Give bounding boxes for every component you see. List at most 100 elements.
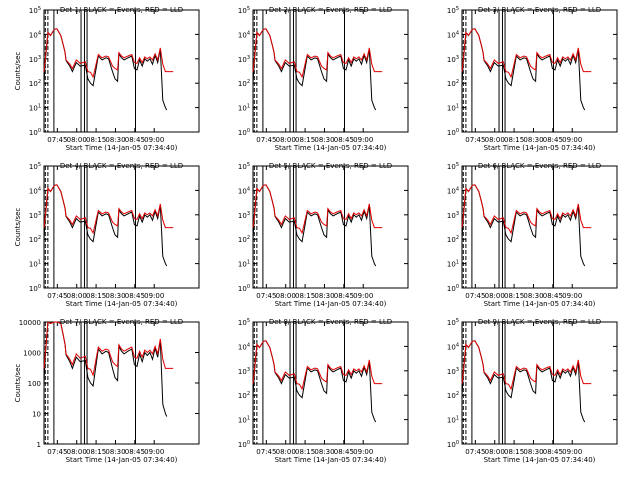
- y-tick-label: 103: [447, 211, 459, 220]
- x-tick-label: 08:15: [504, 448, 524, 456]
- x-tick-label: 07:45: [47, 448, 67, 456]
- x-tick-label: 09:00: [144, 448, 164, 456]
- y-tick-label: 102: [447, 235, 459, 244]
- x-tick-label: 08:30: [523, 292, 543, 300]
- y-tick-label: 103: [29, 55, 41, 64]
- panel-det-4: 100 101 102 103 104 105 07:45 08:00 08:15 08:30 08…: [14, 162, 200, 308]
- x-tick-label: 09:00: [353, 448, 373, 456]
- y-tick-label: 103: [238, 211, 250, 220]
- lld-series-line: [461, 184, 592, 235]
- lld-series-line: [252, 340, 383, 391]
- y-tick-label: 100: [238, 440, 250, 449]
- y-tick-label: 101: [447, 260, 459, 269]
- y-axis-label: Counts/sec: [14, 52, 22, 91]
- x-tick-label: 07:45: [256, 136, 276, 144]
- x-tick-label: 07:45: [465, 292, 485, 300]
- lld-series-line: [461, 28, 592, 79]
- x-tick-label: 08:15: [86, 136, 106, 144]
- y-tick-label: 105: [447, 318, 459, 327]
- x-tick-label: 07:45: [465, 136, 485, 144]
- plot-frame: [252, 9, 409, 133]
- panel-title: Det 6/ BLACK = Events, RED = LLD: [478, 162, 601, 170]
- y-tick-label: 104: [29, 30, 41, 39]
- panel-det-7: 1 10 100 1000 10000 07:45 08:00 08:15 08:30 08:45…: [14, 318, 200, 464]
- x-tick-label: 08:00: [276, 448, 296, 456]
- x-axis-label: Start Time (14-Jan-05 07:34:40): [66, 144, 178, 152]
- x-axis-label: Start Time (14-Jan-05 07:34:40): [66, 456, 178, 464]
- x-tick-label: 08:00: [485, 448, 505, 456]
- panel-title: Det 7/ BLACK = Events, RED = LLD: [60, 318, 183, 326]
- y-tick-label: 102: [29, 235, 41, 244]
- x-tick-label: 08:00: [67, 292, 87, 300]
- x-tick-label: 08:45: [543, 292, 563, 300]
- panel-det-2: 100 101 102 103 104 105 07:45 08:00 08:15 08:30 08…: [238, 6, 409, 152]
- y-tick-label: 100: [29, 128, 41, 137]
- y-tick-label: 100: [447, 440, 459, 449]
- y-tick-label: 102: [238, 235, 250, 244]
- panel-title: Det 4/ BLACK = Events, RED = LLD: [60, 162, 183, 170]
- x-tick-label: 09:00: [144, 136, 164, 144]
- y-tick-label: 103: [447, 55, 459, 64]
- y-tick-label: 102: [447, 391, 459, 400]
- x-tick-label: 08:00: [67, 136, 87, 144]
- x-tick-label: 09:00: [353, 136, 373, 144]
- x-tick-label: 08:30: [523, 448, 543, 456]
- y-tick-label: 101: [238, 104, 250, 113]
- plot-frame: [252, 321, 409, 445]
- plot-frame: [461, 165, 618, 289]
- x-tick-label: 09:00: [562, 448, 582, 456]
- plot-frame: [43, 165, 200, 289]
- x-axis-label: Start Time (14-Jan-05 07:34:40): [275, 456, 387, 464]
- y-tick-label: 104: [29, 186, 41, 195]
- y-tick-label: 102: [238, 79, 250, 88]
- x-tick-label: 08:15: [86, 448, 106, 456]
- panel-det-5: 100 101 102 103 104 105 07:45 08:00 08:15 08:30 08…: [238, 162, 409, 308]
- x-tick-label: 08:45: [334, 448, 354, 456]
- x-tick-label: 09:00: [562, 136, 582, 144]
- lld-series-line: [252, 28, 383, 79]
- x-axis-label: Start Time (14-Jan-05 07:34:40): [484, 144, 596, 152]
- x-axis-label: Start Time (14-Jan-05 07:34:40): [275, 144, 387, 152]
- y-tick-label: 105: [447, 162, 459, 171]
- y-tick-label: 100: [238, 128, 250, 137]
- x-tick-label: 08:30: [314, 448, 334, 456]
- x-tick-label: 07:45: [47, 136, 67, 144]
- x-tick-label: 08:15: [295, 292, 315, 300]
- x-tick-label: 08:15: [86, 292, 106, 300]
- lld-series-line: [461, 340, 592, 391]
- plot-frame: [461, 321, 618, 445]
- x-tick-label: 08:15: [504, 292, 524, 300]
- panel-title: Det 5/ BLACK = Events, RED = LLD: [269, 162, 392, 170]
- y-tick-label: 100: [238, 284, 250, 293]
- plot-frame: [461, 9, 618, 133]
- x-tick-label: 08:30: [105, 292, 125, 300]
- lld-series-line: [43, 28, 174, 79]
- y-tick-label: 100: [29, 284, 41, 293]
- y-tick-label: 105: [238, 318, 250, 327]
- x-tick-label: 09:00: [144, 292, 164, 300]
- x-tick-label: 08:45: [125, 136, 145, 144]
- events-series-line: [43, 321, 168, 417]
- x-tick-label: 08:45: [125, 448, 145, 456]
- x-tick-label: 08:45: [543, 136, 563, 144]
- panel-title: Det 3/ BLACK = Events, RED = LLD: [478, 6, 601, 14]
- x-tick-label: 08:00: [485, 292, 505, 300]
- x-tick-label: 08:00: [276, 136, 296, 144]
- y-tick-label: 102: [447, 79, 459, 88]
- y-tick-label: 101: [29, 260, 41, 269]
- x-tick-label: 08:30: [105, 448, 125, 456]
- y-axis-label: Counts/sec: [14, 364, 22, 403]
- y-tick-label: 1: [37, 441, 41, 449]
- y-tick-label: 103: [29, 211, 41, 220]
- x-tick-label: 08:00: [67, 448, 87, 456]
- plot-frame: [43, 9, 200, 133]
- y-tick-label: 104: [238, 30, 250, 39]
- x-tick-label: 07:45: [256, 292, 276, 300]
- x-tick-label: 07:45: [47, 292, 67, 300]
- y-tick-label: 105: [29, 162, 41, 171]
- y-tick-label: 100: [447, 128, 459, 137]
- y-tick-label: 105: [29, 6, 41, 15]
- x-axis-label: Start Time (14-Jan-05 07:34:40): [66, 300, 178, 308]
